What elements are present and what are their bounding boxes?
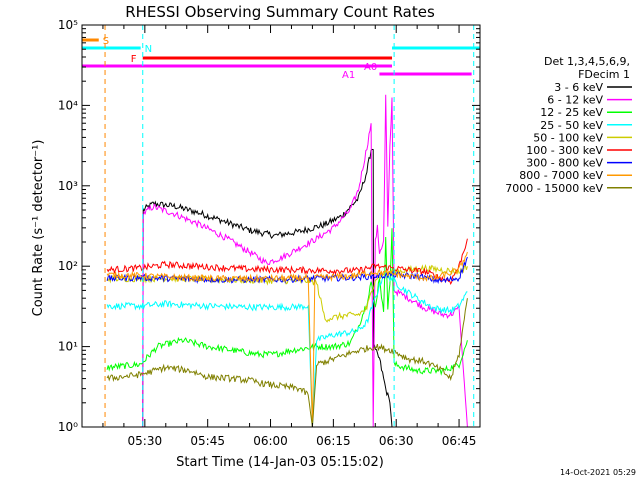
flag-label-a0: A0 [364, 62, 377, 73]
series-line-9 [106, 298, 468, 428]
plot-axes: 10⁰ 10¹ 10² 10³ 10⁴ 10⁵ 05:30 05:45 06:00 06:15 06… [58, 18, 481, 448]
legend-entry-label: 6 - 12 keV [547, 94, 603, 107]
legend-header-line1: Det 1,3,4,5,6,9, [544, 55, 630, 68]
plot-frame [81, 24, 481, 428]
y-tick-label: 10¹ [58, 340, 78, 354]
x-tick-label: 06:30 [379, 434, 414, 448]
legend-entry-label: 100 - 300 keV [526, 144, 603, 157]
legend-entry-label: 3 - 6 keV [554, 81, 603, 94]
flag-label-n: N [145, 44, 152, 55]
legend-header-line2: FDecim 1 [578, 68, 630, 81]
legend-entry-label: 50 - 100 keV [533, 131, 603, 144]
legend-entry-label: 7000 - 15000 keV [505, 182, 603, 195]
x-tick-label: 06:45 [442, 434, 477, 448]
series-line-1 [142, 148, 393, 428]
timestamp: 14-Oct-2021 05:29 [560, 468, 636, 477]
y-tick-label: 10² [58, 259, 78, 273]
mode-change-lines [104, 25, 475, 427]
series-line-6 [106, 238, 468, 286]
legend-entry-label: 25 - 50 keV [540, 119, 603, 132]
legend-entry-label: 800 - 7000 keV [519, 169, 603, 182]
x-tick-label: 06:00 [253, 434, 288, 448]
series-line-7 [106, 256, 468, 285]
y-tick-label: 10⁴ [58, 98, 78, 112]
series-line-3 [106, 228, 468, 376]
x-tick-label: 05:45 [190, 434, 225, 448]
flag-bars: S NF A0 A1 [82, 36, 480, 81]
y-tick-label: 10⁰ [58, 420, 78, 434]
legend-entry-label: 12 - 25 keV [540, 106, 603, 119]
legend-entry-label: 300 - 800 keV [526, 157, 603, 170]
series-line-4 [106, 271, 468, 428]
y-tick-label: 10⁵ [58, 18, 78, 32]
y-axis-label: Count Rate (s⁻¹ detector⁻¹) [31, 140, 46, 317]
x-axis-label: Start Time (14-Jan-03 05:15:02) [176, 455, 384, 470]
y-tick-label: 10³ [58, 179, 78, 193]
x-tick-label: 05:30 [128, 434, 163, 448]
series-lines [106, 94, 468, 428]
chart-title: RHESSI Observing Summary Count Rates [125, 3, 435, 21]
flag-label-f: F [131, 54, 137, 65]
flag-label-s: S [103, 36, 109, 47]
x-tick-label: 06:15 [316, 434, 351, 448]
series-line-8 [106, 251, 468, 428]
series-line-2 [142, 94, 468, 428]
flag-label-a1: A1 [342, 70, 355, 81]
